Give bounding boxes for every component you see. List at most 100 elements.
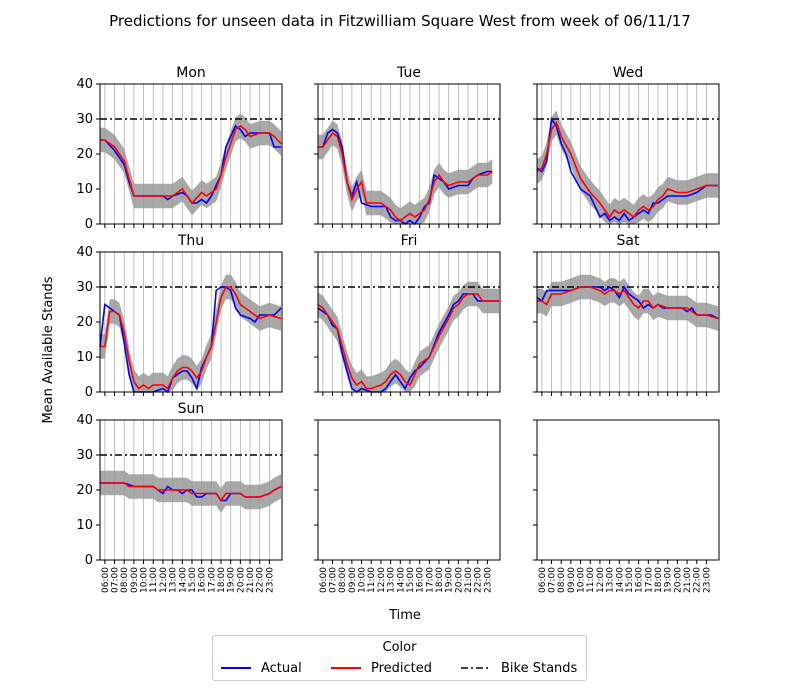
x-tick-label: 19:00 <box>227 567 237 593</box>
x-tick-label: 09:00 <box>567 567 577 593</box>
legend-swatch-predicted <box>331 667 361 669</box>
subplot-3: Thu 0 10 20 30 40 <box>76 233 283 400</box>
y-tick-label: 40 <box>76 77 93 92</box>
x-tick-label: 16:00 <box>416 567 426 593</box>
x-tick-label: 18:00 <box>435 567 445 593</box>
x-tick-label: 13:00 <box>169 567 179 593</box>
confidence-band <box>537 274 719 331</box>
confidence-band <box>318 281 500 392</box>
actual-series-line <box>318 128 493 226</box>
subplot-title: Mon <box>176 65 206 81</box>
x-tick-label: 20:00 <box>454 567 464 593</box>
legend-swatch-actual <box>221 667 251 669</box>
y-tick-label: 40 <box>76 245 93 260</box>
subplot-2: Wed <box>533 65 720 228</box>
x-tick-label: 16:00 <box>198 567 208 593</box>
x-tick-label: 10:00 <box>577 567 587 593</box>
subplot-frame <box>317 419 501 561</box>
x-tick-label: 23:00 <box>265 567 275 593</box>
x-tick-label: 17:00 <box>207 567 217 593</box>
y-tick-label: 10 <box>76 182 93 197</box>
confidence-band <box>318 120 493 224</box>
subplot-frame <box>317 251 501 393</box>
y-tick-label: 20 <box>76 483 93 498</box>
grid-lines <box>104 252 270 392</box>
x-tick-label: 12:00 <box>377 567 387 593</box>
x-tick-label: 07:00 <box>329 567 339 593</box>
x-tick-label: 19:00 <box>664 567 674 593</box>
x-tick-label: 18:00 <box>654 567 664 593</box>
x-tick-label: 18:00 <box>217 567 227 593</box>
x-tick-label: 12:00 <box>159 567 169 593</box>
x-tick-label: 07:00 <box>548 567 558 593</box>
subplot-0: Mon 0 10 20 30 40 <box>76 65 283 232</box>
x-tick-label: 06:00 <box>101 567 111 593</box>
x-tick-label: 13:00 <box>387 567 397 593</box>
legend-label-predicted: Predicted <box>371 660 433 676</box>
legend-label-actual: Actual <box>261 660 302 676</box>
x-tick-label: 21:00 <box>246 567 256 593</box>
x-tick-label: 15:00 <box>406 567 416 593</box>
y-tick-label: 30 <box>76 280 93 295</box>
actual-series-line <box>99 286 282 394</box>
legend-title: Color <box>382 640 417 655</box>
y-tick-label: 10 <box>76 350 93 365</box>
x-tick-label: 17:00 <box>644 567 654 593</box>
subplot-8: 06:00 07:00 08:00 09:00 10:00 11:00 12:00 13:00… <box>533 419 720 593</box>
x-tick-label: 09:00 <box>348 567 358 593</box>
x-tick-label: 21:00 <box>464 567 474 593</box>
x-tick-label: 20:00 <box>673 567 683 593</box>
subplot-title: Thu <box>177 233 204 249</box>
y-tick-label: 40 <box>76 413 93 428</box>
subplot-title: Wed <box>613 65 644 81</box>
y-tick-label: 0 <box>85 217 93 232</box>
subplot-1: Tue <box>314 65 501 228</box>
x-tick-label: 08:00 <box>338 567 348 593</box>
subplot-grid: Mon 0 10 20 30 40 Tue Wed Thu 0 10 20 30 40 Fri Sat Sun 0… <box>76 65 720 593</box>
x-tick-label: 11:00 <box>149 567 159 593</box>
legend-item-predicted: Predicted <box>331 660 432 676</box>
predicted-series-line <box>537 286 719 320</box>
x-tick-label: 21:00 <box>683 567 693 593</box>
x-tick-label: 20:00 <box>236 567 246 593</box>
predicted-series-line <box>100 286 282 390</box>
y-axis-label: Mean Available Stands <box>41 276 56 423</box>
x-tick-label: 06:00 <box>538 567 548 593</box>
x-tick-label: 10:00 <box>140 567 150 593</box>
confidence-band <box>537 110 719 224</box>
subplot-title: Sun <box>178 401 205 417</box>
x-tick-label: 11:00 <box>586 567 596 593</box>
actual-series-line <box>317 293 500 393</box>
x-tick-label: 17:00 <box>425 567 435 593</box>
subplot-4: Fri <box>314 233 501 396</box>
y-tick-label: 30 <box>76 112 93 127</box>
legend-swatch-bike-stands <box>461 667 491 669</box>
subplot-title: Sat <box>617 233 640 249</box>
subplot-title: Fri <box>401 233 418 249</box>
x-axis-label: Time <box>388 608 421 623</box>
predicted-series-line <box>536 120 719 219</box>
x-tick-label: 14:00 <box>396 567 406 593</box>
x-tick-label: 23:00 <box>702 567 712 593</box>
x-tick-label: 19:00 <box>445 567 455 593</box>
x-tick-label: 15:00 <box>188 567 198 593</box>
y-tick-label: 0 <box>85 385 93 400</box>
x-tick-label: 14:00 <box>178 567 188 593</box>
x-tick-label: 22:00 <box>693 567 703 593</box>
chart-title: Predictions for unseen data in Fitzwilli… <box>109 12 691 30</box>
subplot-7: 06:00 07:00 08:00 09:00 10:00 11:00 12:00 13:00… <box>314 419 501 593</box>
y-tick-label: 30 <box>76 448 93 463</box>
x-tick-label: 22:00 <box>256 567 266 593</box>
actual-series-line <box>536 116 719 222</box>
x-tick-label: 11:00 <box>367 567 377 593</box>
grid-lines <box>322 84 488 224</box>
predicted-series-line <box>100 125 282 205</box>
x-tick-label: 08:00 <box>120 567 130 593</box>
y-tick-label: 20 <box>76 315 93 330</box>
predicted-series-line <box>317 293 500 390</box>
x-tick-label: 10:00 <box>358 567 368 593</box>
x-tick-label: 13:00 <box>606 567 616 593</box>
legend: Color Actual Predicted Bike Stands <box>212 635 587 681</box>
x-tick-label: 06:00 <box>319 567 329 593</box>
x-tick-label: 08:00 <box>557 567 567 593</box>
